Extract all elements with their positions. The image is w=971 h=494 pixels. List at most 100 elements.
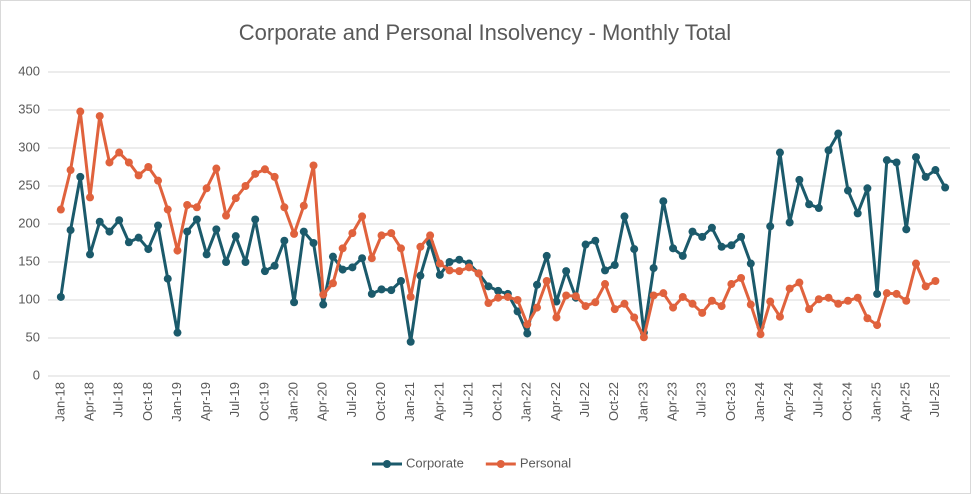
point [241, 182, 250, 190]
point [319, 300, 328, 309]
y-tick-label: 100 [18, 291, 40, 306]
point [863, 314, 872, 323]
point [270, 172, 279, 181]
point [630, 313, 639, 322]
point [86, 250, 95, 259]
y-tick-label: 50 [26, 329, 40, 344]
point [892, 289, 901, 298]
point [358, 254, 367, 263]
x-tick-label: Oct-22 [606, 382, 621, 421]
point [387, 286, 396, 295]
x-tick-label: Oct-21 [490, 382, 505, 421]
point [843, 186, 852, 195]
point [805, 305, 814, 314]
point [873, 289, 882, 298]
x-tick-label: Apr-20 [315, 382, 330, 421]
point [620, 212, 629, 221]
point [707, 223, 716, 232]
point [416, 242, 425, 251]
point [435, 270, 444, 279]
legend-marker [383, 460, 391, 468]
point [756, 330, 765, 339]
point [192, 203, 201, 212]
x-tick-label: Jul-18 [111, 382, 126, 417]
point [212, 164, 221, 173]
x-tick-label: Jul-20 [344, 382, 359, 417]
point [86, 193, 95, 202]
point [911, 153, 920, 162]
point [610, 305, 619, 314]
point [367, 289, 376, 298]
point [533, 280, 542, 289]
point [814, 204, 823, 213]
point [785, 218, 794, 227]
point [513, 307, 522, 316]
x-tick-label: Oct-19 [256, 382, 271, 421]
point [231, 194, 240, 203]
x-tick-label: Apr-24 [781, 382, 796, 421]
point [552, 297, 561, 306]
point [474, 269, 483, 278]
point [581, 302, 590, 311]
point [251, 215, 260, 224]
legend-marker [496, 460, 505, 468]
x-tick-label: Jan-19 [169, 382, 184, 422]
point [377, 285, 386, 294]
x-tick-label: Jul-21 [460, 382, 475, 417]
series-line [59, 132, 947, 344]
point [309, 239, 318, 247]
x-tick-label: Jan-21 [402, 382, 417, 422]
point [66, 226, 75, 235]
point [620, 299, 629, 308]
point [882, 289, 891, 298]
point [290, 229, 299, 238]
point [552, 313, 561, 322]
point [678, 292, 687, 301]
point [892, 158, 901, 167]
point [124, 158, 133, 167]
chart-title: Corporate and Personal Insolvency - Mont… [239, 20, 731, 45]
point [921, 172, 930, 181]
point [484, 282, 493, 291]
point [124, 238, 133, 247]
point [134, 233, 143, 242]
point [795, 278, 804, 287]
point [144, 245, 153, 254]
x-tick-label: Jul-24 [810, 382, 825, 417]
point [669, 244, 678, 253]
point [630, 245, 639, 254]
point [562, 291, 571, 300]
point [853, 293, 862, 302]
point [902, 225, 911, 234]
point [766, 222, 775, 231]
point [105, 227, 114, 236]
point [649, 291, 658, 300]
point [727, 241, 736, 250]
point [309, 161, 318, 170]
point [834, 129, 843, 138]
x-tick-label: Jan-20 [286, 382, 301, 422]
x-tick-label: Jan-25 [869, 382, 884, 422]
x-tick-label: Jan-18 [52, 382, 67, 422]
point [192, 215, 201, 224]
point [328, 252, 337, 261]
point [270, 261, 279, 270]
x-tick-label: Jul-23 [694, 382, 709, 417]
point [144, 163, 153, 171]
point [882, 156, 891, 165]
point [455, 255, 464, 264]
point [814, 295, 823, 304]
point [494, 286, 503, 295]
point [717, 302, 726, 311]
point [863, 184, 872, 193]
point [212, 225, 221, 234]
point [610, 261, 619, 270]
point [154, 221, 163, 230]
x-tick-label: Oct-20 [373, 382, 388, 421]
point [824, 146, 833, 155]
point [523, 329, 532, 338]
point [707, 296, 716, 305]
point [464, 263, 473, 272]
point [737, 273, 746, 282]
